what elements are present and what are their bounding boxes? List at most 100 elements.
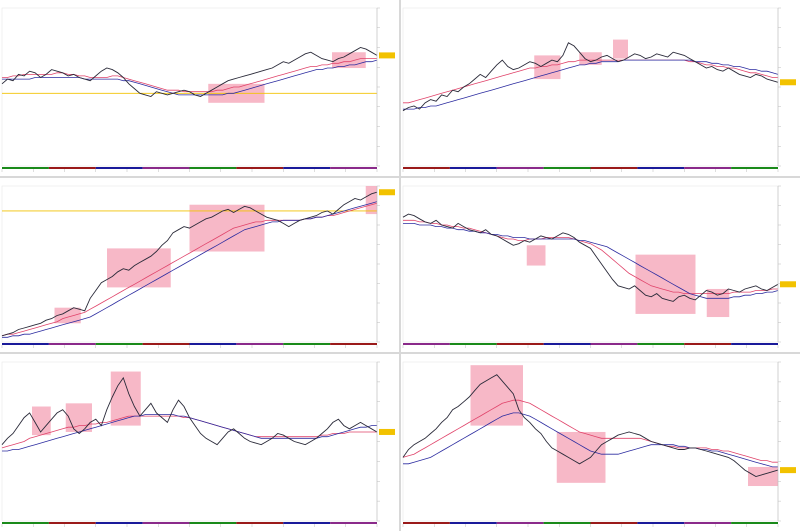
last-price-tag: [780, 467, 796, 474]
session-stripe: [590, 167, 638, 169]
slow-ma-line: [403, 59, 779, 110]
slow-ma-line: [403, 412, 778, 468]
session-stripe: [142, 522, 190, 524]
session-stripe: [449, 167, 497, 169]
slow-ma-line: [403, 223, 779, 299]
price-line: [1, 376, 378, 446]
highlight-zone: [579, 52, 602, 65]
chart-panel-1: [0, 0, 399, 176]
plot-area: [402, 7, 779, 167]
session-stripe: [142, 343, 190, 345]
chart-panel-3: [0, 178, 399, 352]
chart-panel-4: [401, 178, 800, 352]
price-line: [402, 42, 779, 112]
session-stripe: [496, 522, 544, 524]
session-stripe: [590, 343, 638, 345]
highlight-zone: [635, 254, 696, 314]
price-line: [402, 213, 779, 302]
session-stripe: [684, 522, 732, 524]
fast-ma-line: [402, 399, 778, 463]
session-stripe: [236, 522, 284, 524]
slow-ma-line: [2, 414, 377, 452]
session-stripe: [590, 522, 638, 524]
session-stripe: [95, 343, 143, 345]
session-stripe: [731, 343, 778, 345]
session-stripe: [95, 522, 143, 524]
slow-ma-line: [2, 59, 378, 96]
session-stripe: [684, 343, 732, 345]
session-stripe: [2, 167, 49, 169]
session-stripe: [189, 522, 237, 524]
highlight-zone: [110, 371, 141, 426]
session-stripe: [95, 167, 143, 169]
chart-svg: [402, 361, 796, 527]
highlight-zone: [189, 204, 265, 252]
session-stripe: [142, 167, 190, 169]
highlight-zone: [65, 403, 92, 432]
vertical-separator: [399, 0, 401, 531]
chart-svg: [402, 7, 796, 172]
highlight-zone: [107, 248, 171, 288]
horizontal-separator: [0, 352, 800, 354]
horizontal-separator: [0, 176, 800, 178]
session-stripe: [403, 167, 450, 169]
fast-ma-line: [2, 58, 377, 93]
chart-panel-5: [0, 354, 399, 531]
session-stripe: [48, 167, 96, 169]
session-stripe: [637, 167, 685, 169]
session-stripe: [543, 343, 591, 345]
price-line: [402, 374, 779, 477]
session-stripe: [731, 522, 778, 524]
fast-ma-line: [403, 59, 778, 104]
plot-area: [1, 7, 378, 167]
session-stripe: [637, 343, 685, 345]
chart-svg: [402, 185, 796, 348]
highlight-zone: [365, 186, 377, 215]
session-stripe: [236, 167, 284, 169]
chart-svg: [1, 185, 395, 348]
last-price-tag: [780, 79, 796, 86]
session-stripe: [496, 343, 544, 345]
price-line: [1, 191, 378, 337]
highlight-zone: [556, 431, 606, 483]
last-price-tag: [379, 428, 395, 435]
session-stripe: [330, 522, 377, 524]
chart-svg: [1, 361, 395, 527]
session-stripe: [449, 522, 497, 524]
session-stripe: [731, 167, 778, 169]
session-stripe: [496, 167, 544, 169]
highlight-zone: [32, 406, 51, 436]
last-price-tag: [780, 281, 796, 288]
price-line: [1, 47, 378, 98]
session-stripe: [330, 167, 377, 169]
session-stripe: [330, 343, 377, 345]
session-stripe: [2, 522, 49, 524]
last-price-tag: [379, 189, 395, 196]
session-stripe: [283, 522, 331, 524]
session-stripe: [2, 343, 49, 345]
highlight-zone: [748, 466, 778, 487]
highlight-zone: [534, 55, 561, 80]
session-stripe: [403, 522, 450, 524]
chart-svg: [1, 7, 395, 172]
plot-area: [1, 361, 378, 522]
session-stripe: [283, 167, 331, 169]
session-stripe: [189, 167, 237, 169]
fast-ma-line: [1, 415, 377, 449]
slow-ma-line: [2, 201, 378, 338]
session-stripe: [543, 522, 591, 524]
chart-panel-6: [401, 354, 800, 531]
session-stripe: [283, 343, 331, 345]
session-stripe: [637, 522, 685, 524]
highlight-zone: [706, 288, 730, 318]
highlight-zone: [613, 39, 628, 59]
session-stripe: [48, 522, 96, 524]
session-stripe: [403, 343, 450, 345]
session-stripe: [189, 343, 237, 345]
session-stripe: [48, 343, 96, 345]
session-stripe: [684, 167, 732, 169]
session-stripe: [543, 167, 591, 169]
chart-panel-2: [401, 0, 800, 176]
plot-area: [402, 185, 779, 343]
